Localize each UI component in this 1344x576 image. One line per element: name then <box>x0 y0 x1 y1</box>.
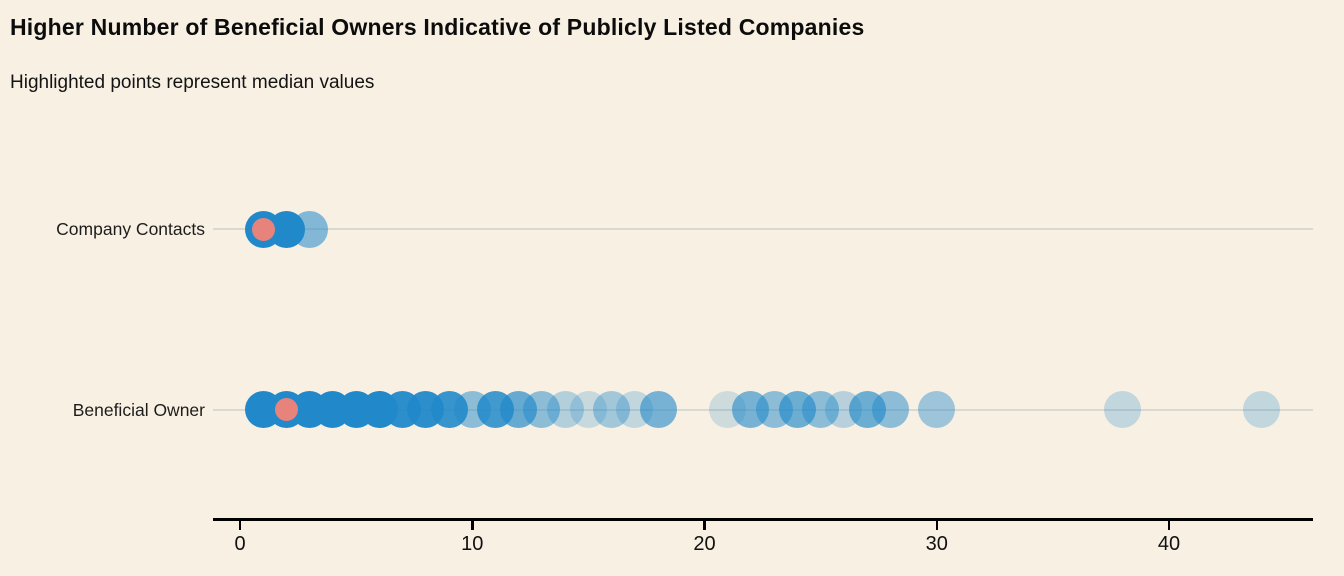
x-axis-tick-label: 40 <box>1157 533 1181 555</box>
data-point <box>523 391 561 428</box>
category-gridline <box>213 228 1313 230</box>
median-point <box>274 398 298 421</box>
x-axis-tick-mark <box>238 520 242 530</box>
x-axis-tick-label: 10 <box>461 533 484 555</box>
data-point <box>1243 391 1281 428</box>
x-axis-tick-mark <box>935 520 938 530</box>
x-axis-tick-mark <box>703 520 706 530</box>
row-label: Beneficial Owner <box>72 399 205 420</box>
data-point <box>918 391 956 428</box>
data-point <box>639 391 677 428</box>
data-point <box>593 391 631 428</box>
x-axis-tick-mark <box>1167 520 1171 530</box>
chart-title: Higher Number of Beneficial Owners Indic… <box>10 14 865 40</box>
data-point <box>1104 391 1142 428</box>
data-point <box>546 391 584 428</box>
data-point <box>291 210 329 248</box>
chart-subtitle: Highlighted points represent median valu… <box>10 72 375 93</box>
data-point <box>871 391 909 428</box>
row-label: Company Contacts <box>56 219 205 239</box>
data-point <box>802 391 840 428</box>
x-axis-tick-label: 20 <box>693 533 716 555</box>
x-axis-line <box>213 517 1313 521</box>
median-point <box>251 217 275 241</box>
x-axis-tick-label: 30 <box>925 533 948 555</box>
x-axis-tick-mark <box>471 520 474 530</box>
x-axis-tick-label: 0 <box>234 533 246 555</box>
data-point <box>569 391 607 428</box>
